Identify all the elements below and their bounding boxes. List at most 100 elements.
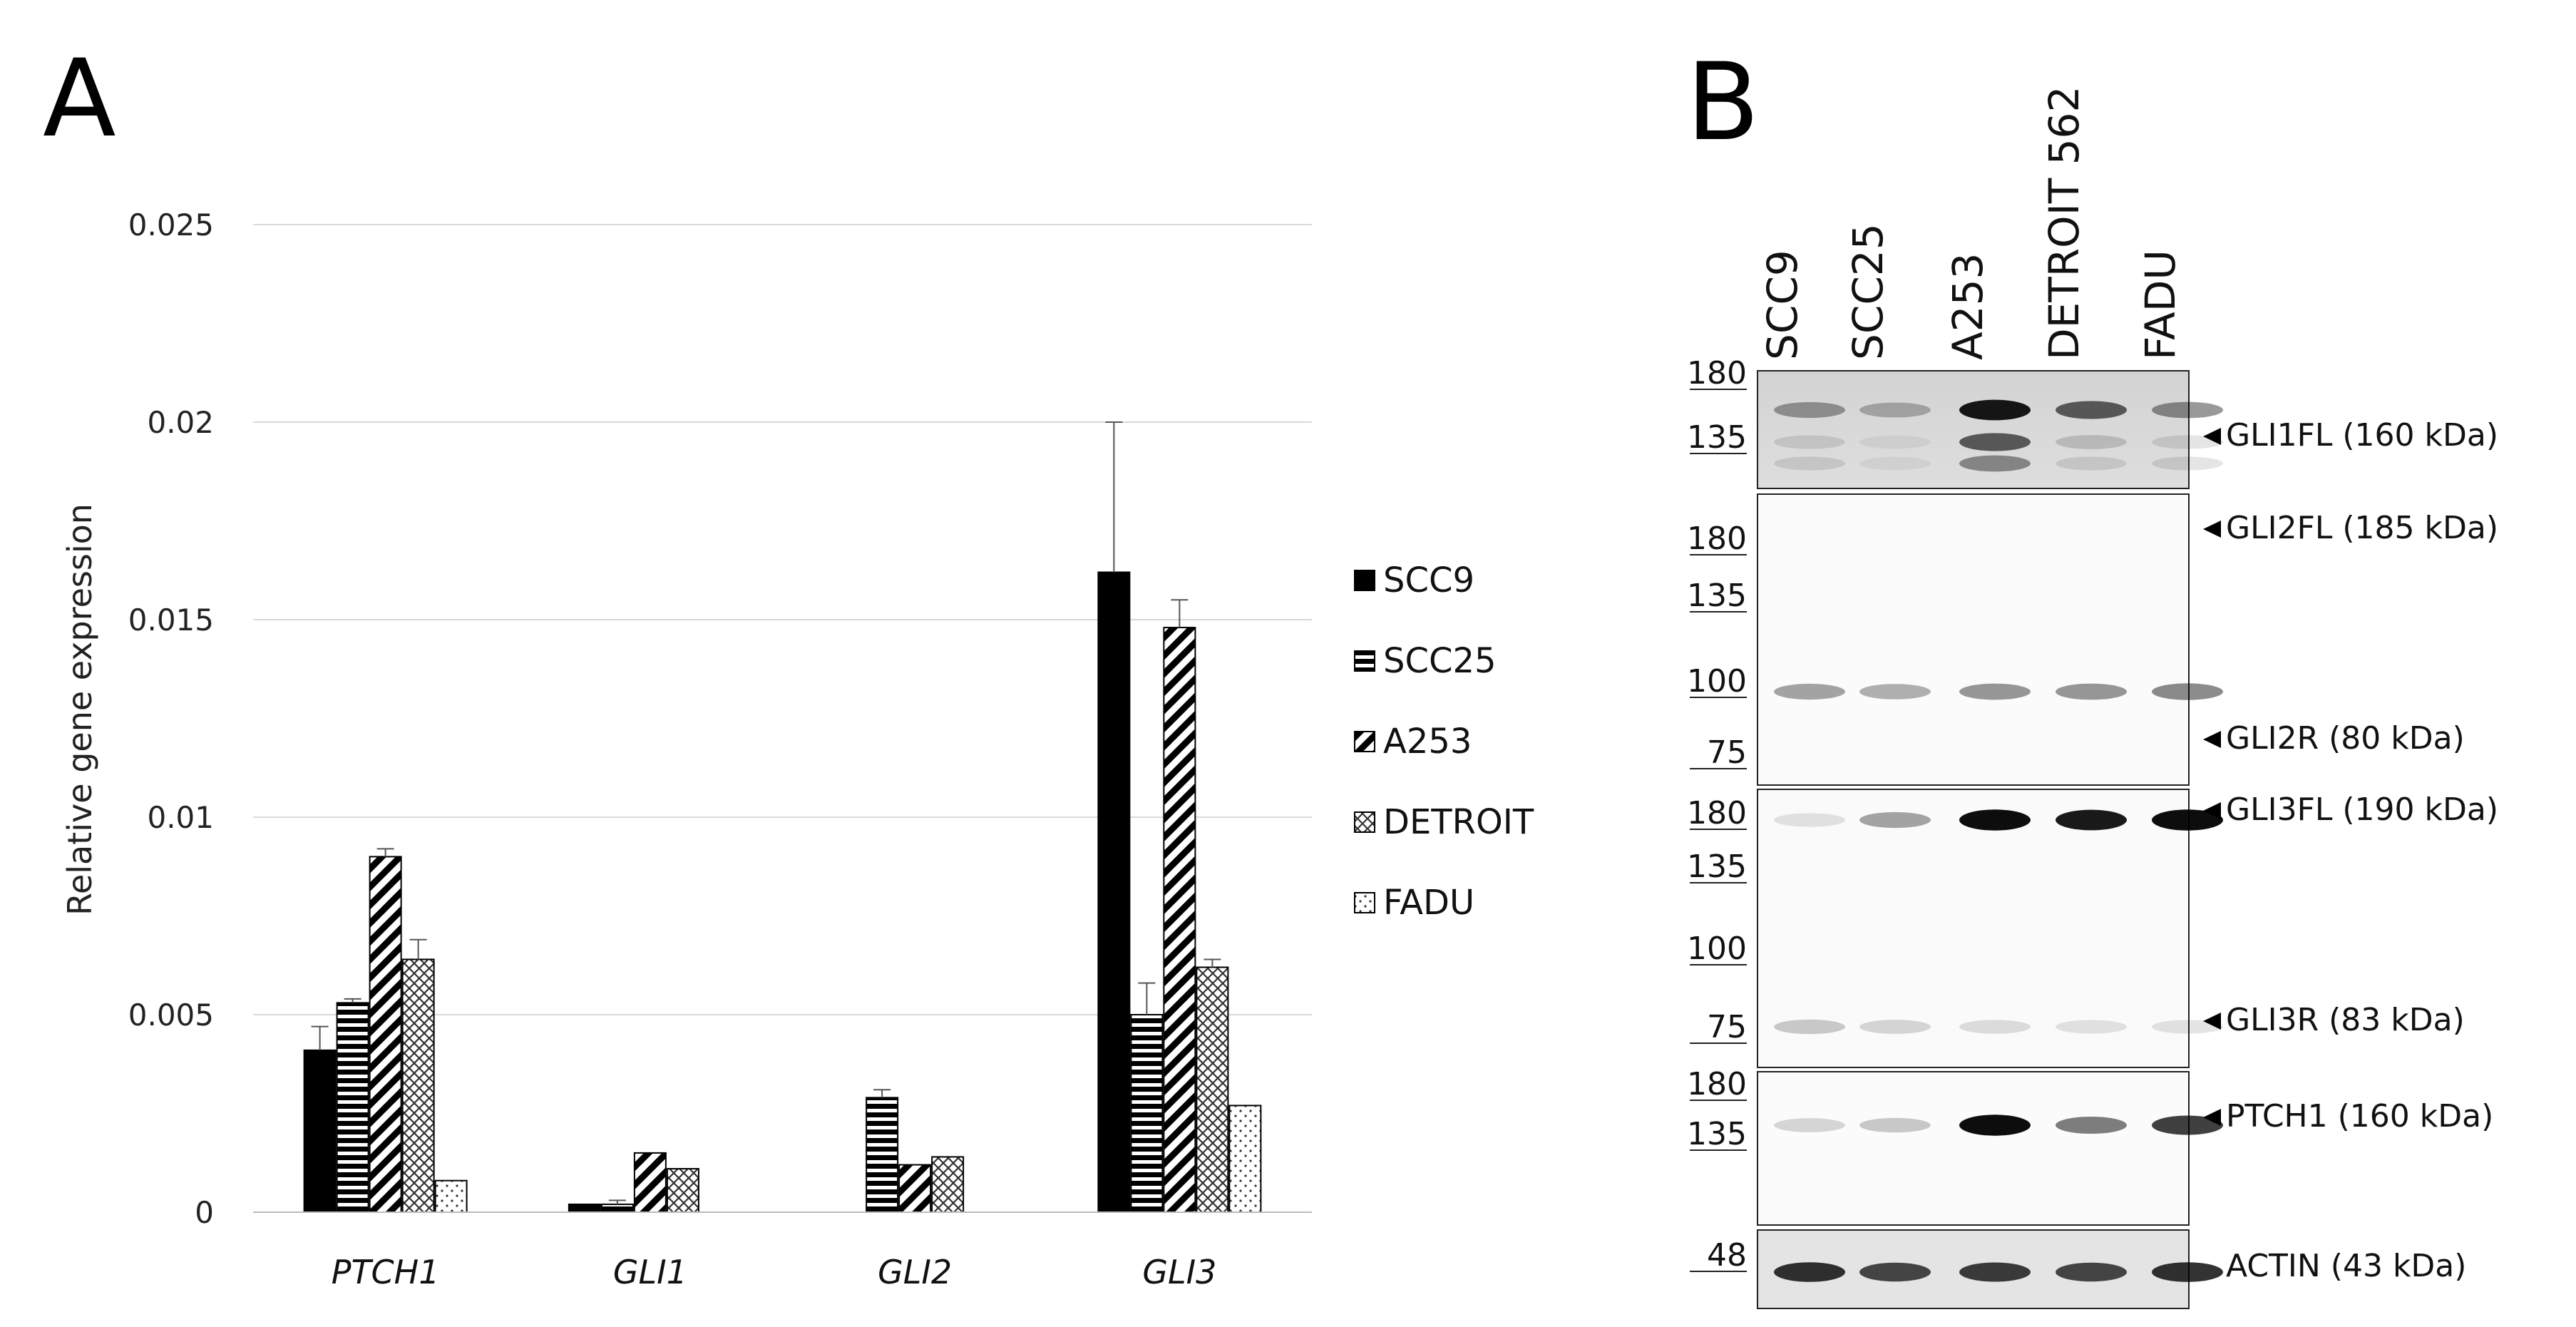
mw-marker: 135 (1687, 419, 1747, 456)
gridlines (253, 224, 1312, 1015)
band (1774, 401, 1845, 419)
bar-detroit-gli3 (1196, 966, 1229, 1214)
blot-membrane (1757, 1071, 2190, 1226)
band (1959, 399, 2031, 421)
blot-panel-2: 180 135 100 75 GLI2FL (185 kDa) GLI2R (80 kDa… (1687, 493, 2498, 786)
band (1774, 683, 1845, 700)
legend-swatch-fadu (1354, 892, 1375, 913)
category-label: GLI2 (878, 1253, 952, 1291)
bar-fadu-gli3 (1228, 1105, 1262, 1214)
mw-marker: 180 (1687, 795, 1747, 831)
y-axis-label: Relative gene expression (61, 503, 99, 916)
band-label: ACTIN (43 kDa) (2226, 1248, 2466, 1284)
legend-swatch-scc25 (1354, 650, 1375, 672)
blot-membrane (1757, 789, 2190, 1068)
bar-scc9-gli3 (1097, 571, 1131, 1213)
lane-labels: SCC9 SCC25 A253 DETROIT 562 FADU (1758, 86, 2185, 360)
band (1959, 1115, 2031, 1136)
category-label: PTCH1 (332, 1253, 440, 1291)
band (1774, 1019, 1845, 1035)
legend-label-scc9: SCC9 (1383, 560, 1474, 600)
blot-panel-4: 180 135 PTCH1 (160 kDa) (1687, 1066, 2493, 1226)
band (1959, 683, 2031, 700)
bars (303, 421, 1262, 1214)
band (1774, 813, 1845, 827)
band (2056, 809, 2127, 831)
y-tick-label: 0.015 (128, 603, 214, 637)
bar-detroit-gli2 (931, 1156, 965, 1213)
mw-marker: 180 (1687, 355, 1747, 391)
band-label: GLI2FL (185 kDa) (2226, 510, 2498, 546)
band-arrow (2203, 1109, 2221, 1126)
band (1859, 435, 1931, 449)
y-tick-label: 0.025 (128, 207, 214, 242)
band-label: GLI2R (80 kDa) (2226, 720, 2465, 757)
bar-a253-gli3 (1163, 627, 1196, 1213)
band (2152, 1020, 2223, 1034)
band (2056, 1117, 2127, 1134)
blot-panel-1: 180 135 GLI1FL (160 kDa) (1687, 355, 2498, 489)
bar-fadu-ptch1 (434, 1179, 468, 1214)
y-tick-label: 0.02 (147, 405, 214, 440)
bar-scc9-ptch1 (303, 1049, 337, 1213)
legend: SCC9 SCC25 A253 DETROIT FADU (1354, 560, 1534, 923)
bar-a253-ptch1 (369, 856, 402, 1214)
band (1859, 456, 1931, 471)
lane-label-scc25: SCC25 (1844, 223, 1892, 360)
band (2152, 401, 2223, 419)
band-arrow (2203, 1013, 2221, 1030)
band (1774, 456, 1845, 471)
legend-label-detroit: DETROIT (1383, 802, 1534, 842)
band (2152, 683, 2223, 700)
western-blot: SCC9 SCC25 A253 DETROIT 562 FADU 180 135 GLI1F… (1687, 86, 2498, 1309)
legend-label-a253: A253 (1383, 722, 1472, 762)
band-arrow (2203, 521, 2221, 538)
band (2056, 1262, 2127, 1282)
band-label: GLI3R (83 kDa) (2226, 1002, 2465, 1038)
legend-swatch-scc9 (1354, 570, 1375, 591)
legend-swatch-detroit (1354, 811, 1375, 833)
band-label: GLI3FL (190 kDa) (2226, 791, 2498, 828)
lane-label-scc9: SCC9 (1758, 250, 1807, 360)
band (2152, 1115, 2223, 1135)
band (1859, 684, 1931, 700)
band (1859, 811, 1931, 829)
band (2056, 456, 2127, 471)
blot-panel-3: 180 135 100 75 GLI3FL (190 kDa) GLI3R (83 kDa… (1687, 789, 2498, 1068)
band (1774, 435, 1845, 449)
mw-marker: 180 (1687, 521, 1747, 557)
band (1774, 1118, 1845, 1132)
band (2056, 435, 2127, 449)
band (1774, 1262, 1845, 1282)
y-tick-label: 0.01 (147, 800, 214, 835)
bar-scc25-gli2 (866, 1097, 899, 1213)
mw-marker: 135 (1687, 1116, 1747, 1152)
bar-detroit-ptch1 (401, 958, 435, 1213)
lane-label-a253: A253 (1944, 253, 1992, 360)
band (2056, 683, 2127, 700)
band (2056, 401, 2127, 419)
bar-detroit-gli1 (666, 1168, 699, 1214)
band (2056, 1020, 2127, 1034)
bar-scc25-gli3 (1130, 1014, 1164, 1213)
bar-scc25-gli1 (600, 1203, 634, 1214)
band (1859, 1020, 1931, 1034)
mw-marker: 48 (1707, 1237, 1747, 1274)
mw-marker: 75 (1707, 1009, 1747, 1045)
band (1959, 1262, 2031, 1282)
mw-marker: 135 (1687, 578, 1747, 614)
band (2152, 1262, 2223, 1282)
band (1959, 433, 2031, 451)
band-label: PTCH1 (160 kDa) (2226, 1098, 2493, 1134)
blot-panel-5: 48 ACTIN (43 kDa) (1690, 1229, 2466, 1309)
band (1859, 1117, 1931, 1133)
bar-scc25-ptch1 (336, 1002, 369, 1213)
y-tick-label: 0.005 (128, 998, 214, 1033)
band-arrow (2203, 428, 2221, 445)
band (1959, 455, 2031, 472)
blot-membrane (1757, 370, 2190, 489)
band (2152, 456, 2223, 471)
legend-label-scc25: SCC25 (1383, 641, 1497, 681)
band-arrow (2203, 802, 2221, 819)
